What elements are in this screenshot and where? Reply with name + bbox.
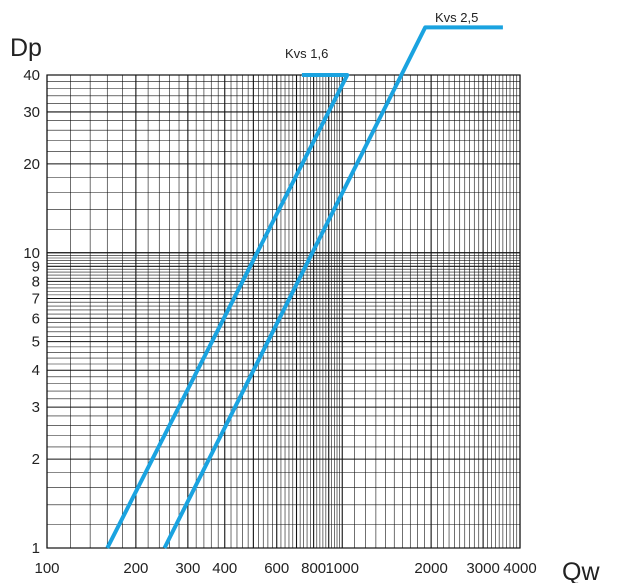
x-tick-label: 200 (123, 560, 148, 577)
y-tick-label: 1 (32, 540, 40, 557)
y-tick-label: 6 (32, 310, 40, 327)
x-tick-label: 1000 (326, 560, 359, 577)
plot-frame (46, 74, 521, 549)
series-label-kvs-1-6: Kvs 1,6 (285, 46, 328, 61)
y-tick-label: 3 (32, 399, 40, 416)
x-tick-label: 3000 (466, 560, 499, 577)
y-tick-label: 9 (32, 258, 40, 275)
y-tick-label: 40 (23, 67, 40, 84)
y-tick-label: 30 (23, 104, 40, 121)
y-tick-label: 7 (32, 290, 40, 307)
series-label-kvs-2-5: Kvs 2,5 (435, 10, 478, 25)
y-tick-label: 5 (32, 334, 40, 351)
x-tick-label: 300 (175, 560, 200, 577)
x-axis-label: Qw (562, 558, 600, 583)
y-tick-label: 2 (32, 451, 40, 468)
x-tick-label: 800 (301, 560, 326, 577)
y-axis-label: Dp (10, 34, 42, 62)
y-tick-label: 20 (23, 156, 40, 173)
y-tick-label: 10 (23, 245, 40, 262)
series-line-kvs-2-5 (162, 25, 503, 549)
x-tick-label: 400 (212, 560, 237, 577)
tick-labels: 100 200 300 400 600 800 1000 2000 3000 4000 1 2 3 4 5 6… (23, 67, 536, 577)
series-lines (105, 25, 503, 549)
x-tick-label: 600 (264, 560, 289, 577)
x-tick-label: 2000 (414, 560, 447, 577)
y-tick-label: 4 (32, 362, 40, 379)
x-tick-label: 100 (34, 560, 59, 577)
x-tick-label: 4000 (503, 560, 536, 577)
y-tick-label: 8 (32, 273, 40, 290)
grid (46, 74, 521, 549)
series-line-kvs-1-6 (105, 73, 350, 549)
